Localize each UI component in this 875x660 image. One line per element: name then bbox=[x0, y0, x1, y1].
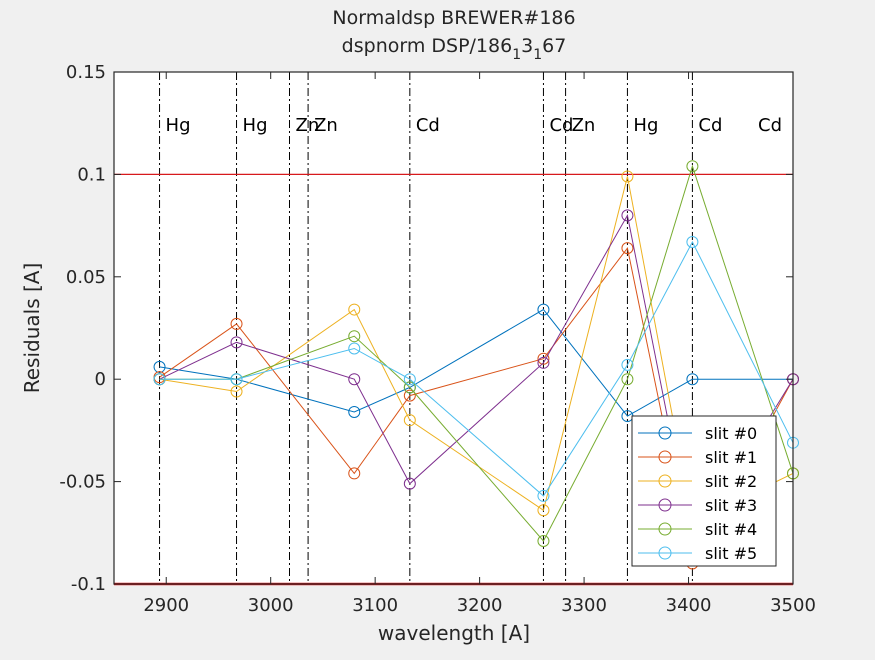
legend-swatch-marker bbox=[658, 498, 672, 512]
data-point bbox=[230, 385, 243, 398]
y-tick-label: 0.1 bbox=[77, 164, 106, 185]
y-tick-label: 0 bbox=[95, 369, 106, 390]
legend-label: slit #2 bbox=[705, 472, 757, 491]
data-point bbox=[403, 373, 416, 386]
data-point bbox=[348, 373, 361, 386]
data-point bbox=[621, 242, 634, 255]
lamp-label: Zn bbox=[314, 115, 338, 136]
data-point bbox=[537, 504, 550, 517]
legend-swatch-marker bbox=[658, 450, 672, 464]
x-tick-label: 3200 bbox=[457, 595, 503, 616]
data-point bbox=[686, 373, 699, 386]
series-line-slit-0 bbox=[159, 308, 793, 417]
x-tick-label: 3000 bbox=[248, 595, 294, 616]
legend-label: slit #3 bbox=[705, 496, 757, 515]
lamp-label: Cd bbox=[549, 115, 573, 136]
data-point bbox=[403, 414, 416, 427]
chart-title-line1: Normaldsp BREWER#186 bbox=[332, 7, 575, 29]
legend-swatch-marker bbox=[658, 546, 672, 560]
data-point bbox=[537, 534, 550, 547]
data-point bbox=[230, 317, 243, 330]
data-point bbox=[537, 356, 550, 369]
legend-label: slit #0 bbox=[705, 424, 757, 443]
lamp-label: Cd bbox=[698, 115, 722, 136]
data-point bbox=[348, 405, 361, 418]
legend-swatch-marker bbox=[658, 474, 672, 488]
x-tick-label: 3500 bbox=[770, 595, 816, 616]
lamp-label: Hg bbox=[243, 115, 268, 136]
data-point bbox=[403, 389, 416, 402]
data-point bbox=[621, 373, 634, 386]
data-point bbox=[537, 303, 550, 316]
x-axis-label: wavelength [A] bbox=[378, 621, 530, 645]
axes-box bbox=[113, 71, 794, 585]
chart-title-line2: dspnorm DSP/18613167 bbox=[342, 35, 567, 63]
x-tick-label: 3400 bbox=[666, 595, 712, 616]
legend: slit #0 slit #1 slit #2 slit #3 slit #4 slit … bbox=[631, 415, 777, 567]
data-point bbox=[403, 381, 416, 394]
lamp-label: Cd bbox=[758, 115, 782, 136]
legend-label: slit #4 bbox=[705, 520, 757, 539]
x-tick-label: 3100 bbox=[352, 595, 398, 616]
data-point bbox=[153, 360, 166, 373]
data-point bbox=[537, 352, 550, 365]
lamp-label: Zn bbox=[295, 115, 319, 136]
data-point bbox=[230, 336, 243, 349]
data-point bbox=[621, 358, 634, 371]
data-point bbox=[348, 342, 361, 355]
y-tick-label: 0.15 bbox=[66, 62, 106, 83]
series-line-slit-4 bbox=[159, 164, 794, 542]
x-tick-label: 3300 bbox=[561, 595, 607, 616]
data-point bbox=[686, 160, 699, 173]
lamp-label: Hg bbox=[633, 115, 658, 136]
y-tick-label: -0.1 bbox=[71, 574, 106, 595]
data-point bbox=[621, 209, 634, 222]
lamp-label: Cd bbox=[416, 115, 440, 136]
data-point bbox=[348, 303, 361, 316]
legend-label: slit #1 bbox=[705, 448, 757, 467]
legend-label: slit #5 bbox=[705, 544, 757, 563]
data-point bbox=[230, 373, 243, 386]
y-axis-label: Residuals [A] bbox=[20, 263, 44, 394]
data-point bbox=[403, 477, 416, 490]
y-tick-label: 0.05 bbox=[66, 267, 106, 288]
series-line-slit-5 bbox=[159, 240, 794, 497]
lamp-label: Zn bbox=[572, 115, 596, 136]
lamp-label: Hg bbox=[166, 115, 191, 136]
data-point bbox=[537, 489, 550, 502]
legend-swatch-marker bbox=[658, 426, 672, 440]
data-point bbox=[153, 373, 166, 386]
data-point bbox=[621, 170, 634, 183]
y-tick-label: -0.05 bbox=[59, 472, 106, 493]
data-point bbox=[686, 235, 699, 248]
legend-swatch-marker bbox=[658, 522, 672, 536]
data-point bbox=[348, 467, 361, 480]
x-tick-label: 2900 bbox=[143, 595, 189, 616]
data-point bbox=[348, 330, 361, 343]
